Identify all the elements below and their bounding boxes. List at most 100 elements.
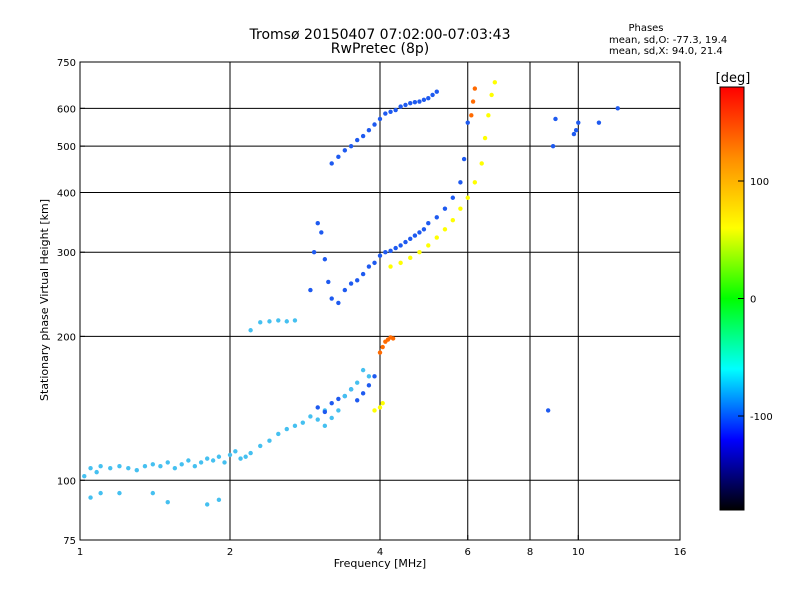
x-tick-label: 1 [77,547,83,558]
y-tick-label: 75 [63,536,76,547]
data-point [258,443,263,449]
data-point [326,279,331,285]
data-point [430,92,435,98]
data-point [165,460,170,465]
data-point [596,120,602,125]
data-point [465,120,470,125]
data-point [348,387,354,392]
data-point [412,99,418,105]
data-point [88,495,93,500]
data-point [393,107,398,113]
data-point [366,264,372,269]
data-point [372,408,377,413]
data-point [360,133,366,139]
grid-lines [80,62,680,540]
data-point [315,221,320,226]
data-point [150,462,156,467]
data-point [98,464,103,469]
data-point [388,264,393,269]
data-point [421,227,427,232]
data-point [465,195,470,200]
data-point [388,109,393,115]
data-point [479,161,484,166]
data-point [412,233,418,238]
stats-x-line: mean, sd,X: 94.0, 21.4 [609,46,723,57]
chart-subtitle: RwPretec (8p) [331,41,429,57]
data-point [248,450,253,456]
data-point [300,420,306,425]
data-point [442,206,448,211]
data-point [545,408,551,413]
data-point [472,86,478,91]
y-tick-label: 500 [57,142,76,153]
data-point [492,80,498,85]
data-point [308,414,313,419]
y-tick-label: 600 [57,104,76,115]
data-point [342,287,348,293]
data-point [417,230,422,235]
data-point [165,499,170,505]
data-point [408,236,413,242]
data-point [426,221,431,226]
data-point [408,100,413,106]
chart-title: Tromsø 20150407 07:02:00-07:03:43 [249,27,511,43]
data-point [426,95,431,101]
x-tick-label: 8 [527,547,533,558]
data-point [434,89,439,94]
data-point [380,400,385,406]
data-point [380,344,385,350]
data-point [553,116,558,122]
data-point [322,423,328,429]
colorbar-ticks: 100 0 -100 [738,177,773,423]
data-points [82,80,620,507]
data-point [461,156,467,162]
data-point [329,161,334,166]
data-point [482,135,488,141]
data-point [179,462,184,467]
data-point [94,469,99,475]
x-axis-label: Frequency [MHz] [334,557,426,570]
data-point [366,127,372,133]
data-point [354,398,360,403]
data-point [417,99,422,104]
data-point [434,235,439,240]
data-point [126,465,131,471]
data-point [88,465,93,471]
data-point [486,113,491,118]
data-point [258,320,263,325]
y-tick-label: 100 [57,476,76,487]
data-point [377,350,383,355]
data-point [615,106,620,111]
data-point [311,250,317,255]
colorbar-label: [deg] [716,71,751,86]
data-point [372,374,377,379]
data-point [267,319,272,324]
data-point [573,127,579,133]
data-point [204,502,210,507]
data-point [222,460,227,465]
data-point [426,243,431,248]
data-point [372,122,377,127]
data-point [329,415,334,421]
data-point [198,460,204,465]
data-point [383,111,388,116]
data-point [393,245,398,251]
data-point [377,253,383,258]
data-point [576,120,581,125]
x-tick-label: 10 [572,547,585,558]
y-axis-ticks: 75 100 200 300 400 500 600 750 [57,58,85,547]
colorbar-tick-label: 100 [750,177,769,188]
data-point [458,206,463,211]
data-point [322,409,328,415]
data-point [366,383,372,388]
data-point [210,458,216,463]
data-point [348,281,354,286]
data-point [204,456,210,461]
y-tick-label: 200 [57,332,76,343]
data-point [308,287,313,293]
data-point [489,92,494,98]
data-point [292,318,298,323]
data-point [82,473,87,479]
data-point [284,319,289,324]
data-point [336,396,341,402]
